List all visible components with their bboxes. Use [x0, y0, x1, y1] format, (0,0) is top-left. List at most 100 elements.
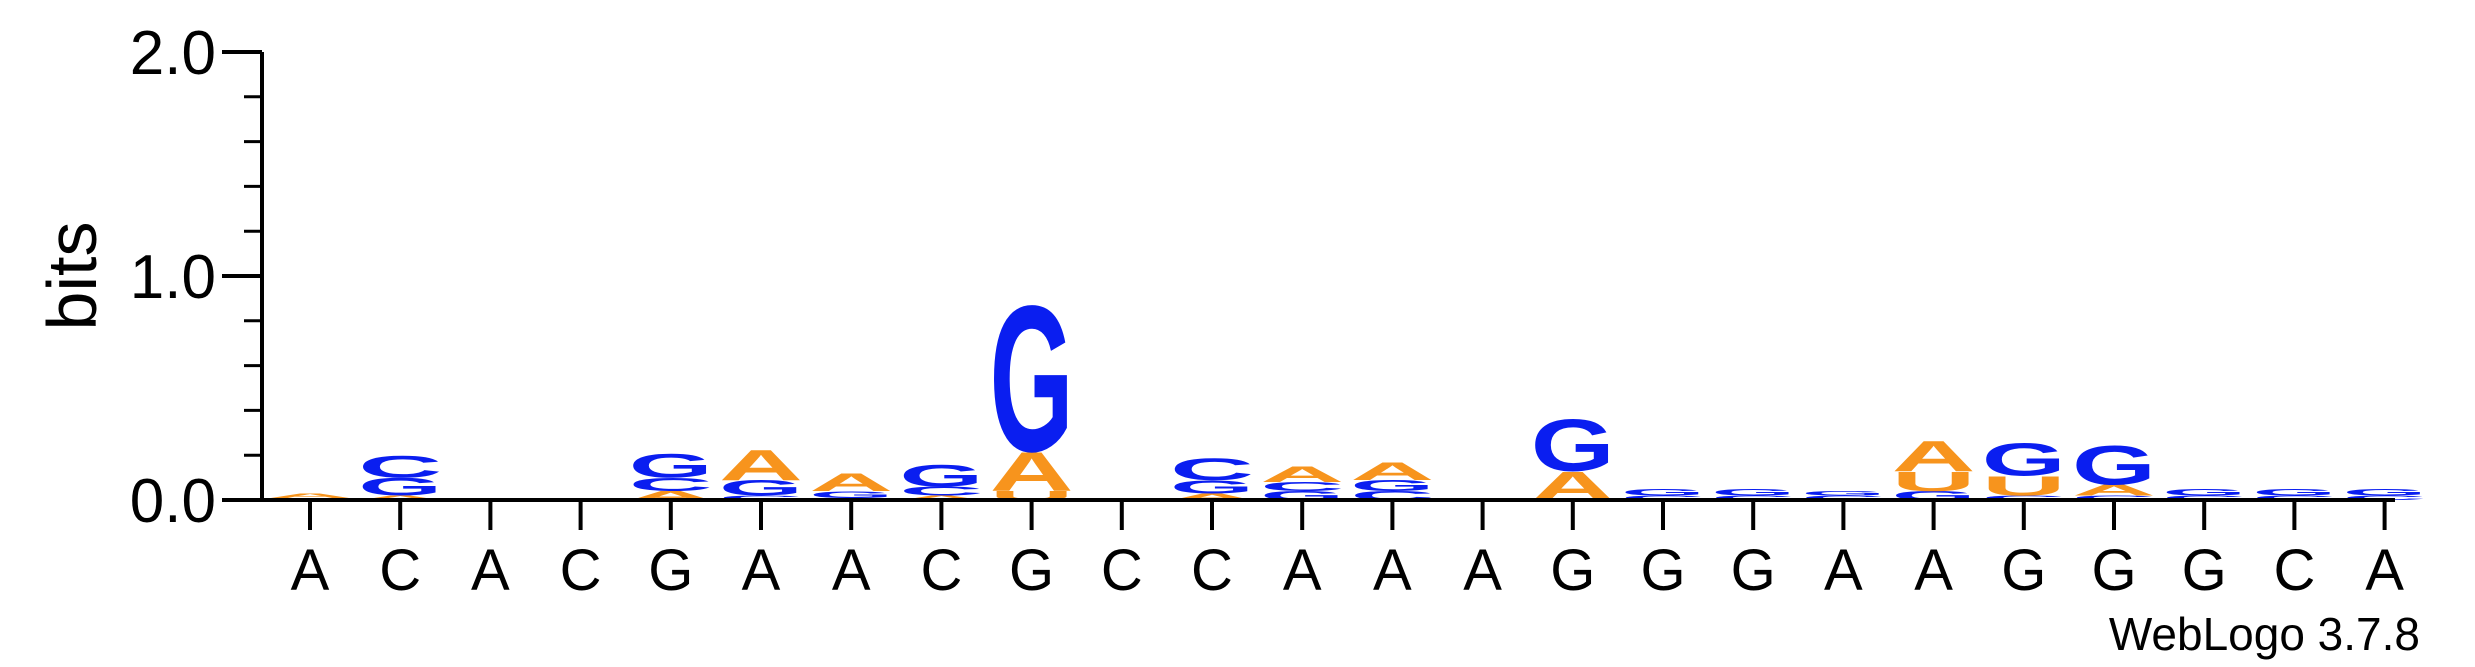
x-position-label: A: [1283, 538, 1322, 603]
logo-letter-G: G: [1621, 487, 1705, 497]
y-tick-label: 2.0: [130, 19, 216, 88]
logo-letter-glyph: C: [2343, 494, 2427, 501]
logo-letter-U: U: [1892, 466, 1976, 497]
logo-letter-G: G: [1982, 433, 2066, 485]
logo-letter-A: A: [1170, 492, 1254, 502]
logo-letter-glyph: A: [1260, 462, 1344, 486]
x-position-label: C: [379, 538, 421, 603]
x-position-label: C: [1101, 538, 1143, 603]
logo-letter-A: A: [1350, 457, 1434, 485]
logo-letter-C: C: [719, 494, 803, 501]
logo-letter-G: G: [2252, 487, 2336, 497]
logo-letter-C: C: [2162, 494, 2246, 501]
logo-letter-G: G: [990, 264, 1074, 496]
logo-letter-glyph: A: [358, 494, 442, 501]
logo-letter-C: C: [899, 484, 983, 498]
logo-letter-glyph: C: [899, 484, 983, 498]
x-position-label: C: [2273, 538, 2315, 603]
logo-letter-glyph: C: [629, 474, 713, 495]
logo-letter-glyph: C: [719, 494, 803, 501]
logo-letter-C: C: [629, 474, 713, 495]
y-tick-label: 0.0: [130, 467, 216, 536]
logo-letter-G: G: [719, 476, 803, 501]
logo-letter-glyph: G: [2162, 487, 2246, 497]
logo-letter-glyph: U: [1892, 466, 1976, 497]
letter-stacks: CAAGCAACGCGACGAACGUAGAGCGCACGAAGCGCGCGGU…: [268, 264, 2427, 509]
x-position-label: G: [1731, 538, 1776, 603]
logo-letter-glyph: A: [1350, 457, 1434, 485]
x-position-label: G: [1550, 538, 1595, 603]
logo-letter-glyph: G: [1801, 490, 1885, 497]
logo-letter-C: C: [1711, 494, 1795, 501]
logo-letter-glyph: C: [1711, 494, 1795, 501]
logo-letter-G: G: [2343, 487, 2427, 497]
logo-letter-glyph: G: [1170, 477, 1254, 498]
x-position-label: G: [2182, 538, 2227, 603]
logo-letter-glyph: C: [1801, 494, 1885, 501]
logo-letter-glyph: G: [358, 473, 442, 501]
logo-letter-glyph: A: [2072, 481, 2156, 498]
logo-letter-glyph: G: [1621, 487, 1705, 497]
logo-letter-glyph: G: [2072, 434, 2156, 497]
logo-letter-glyph: C: [1260, 480, 1344, 494]
x-position-label: C: [920, 538, 962, 603]
logo-letter-glyph: A: [990, 441, 1074, 504]
logo-letter-glyph: C: [2252, 494, 2336, 501]
x-position-label: A: [742, 538, 781, 603]
y-axis-title: bits: [33, 222, 111, 331]
logo-letter-G: G: [1531, 403, 1615, 487]
x-position-label: A: [291, 538, 330, 603]
logo-letter-A: A: [1892, 431, 1976, 480]
logo-letter-glyph: G: [1982, 433, 2066, 485]
logo-letter-G: G: [1801, 490, 1885, 497]
logo-letter-A: A: [358, 494, 442, 501]
logo-letter-A: A: [719, 440, 803, 489]
logo-letter-glyph: C: [1170, 452, 1254, 487]
logo-letter-G: G: [1170, 477, 1254, 498]
logo-letter-A: A: [268, 492, 352, 499]
x-position-label: C: [560, 538, 602, 603]
logo-letter-glyph: A: [268, 492, 352, 499]
logo-letter-G: G: [2072, 434, 2156, 497]
logo-letter-glyph: U: [1982, 470, 2066, 501]
logo-letter-A: A: [899, 494, 983, 501]
logo-letter-C: C: [2343, 494, 2427, 501]
logo-letter-glyph: A: [899, 494, 983, 501]
x-position-label: A: [1373, 538, 1412, 603]
logo-letter-C: C: [1621, 494, 1705, 501]
logo-letter-C: C: [1982, 494, 2066, 501]
logo-letter-glyph: G: [1350, 477, 1434, 494]
logo-letter-glyph: G: [719, 476, 803, 501]
logo-letter-glyph: G: [899, 458, 983, 493]
logo-letter-G: G: [1350, 477, 1434, 494]
x-position-label: A: [1914, 538, 1953, 603]
logo-letter-glyph: G: [809, 489, 893, 499]
y-tick-label: 1.0: [130, 243, 216, 312]
logo-letter-glyph: C: [1621, 494, 1705, 501]
logo-letter-C: C: [1170, 452, 1254, 487]
logo-letter-glyph: G: [2252, 487, 2336, 497]
logo-letter-G: G: [1711, 487, 1795, 497]
logo-letter-A: A: [2072, 481, 2156, 498]
logo-letter-glyph: G: [990, 264, 1074, 496]
x-position-label: G: [2091, 538, 2136, 603]
logo-letter-glyph: G: [629, 446, 713, 484]
logo-letter-A: A: [809, 469, 893, 497]
logo-letter-glyph: C: [358, 450, 442, 485]
x-position-label: A: [471, 538, 510, 603]
logo-letter-C: C: [2252, 494, 2336, 501]
logo-letter-G: G: [899, 458, 983, 493]
logo-letter-glyph: C: [2072, 494, 2156, 501]
x-position-label: A: [2365, 538, 2404, 603]
logo-letter-C: C: [2072, 494, 2156, 501]
logo-letter-glyph: G: [1531, 403, 1615, 487]
x-position-label: G: [1009, 538, 1054, 603]
logo-letter-C: C: [1260, 480, 1344, 494]
logo-letter-G: G: [2162, 487, 2246, 497]
x-position-label: G: [1640, 538, 1685, 603]
logo-letter-glyph: A: [719, 440, 803, 489]
x-position-label: A: [832, 538, 871, 603]
logo-letter-G: G: [629, 446, 713, 484]
logo-letter-glyph: A: [1170, 492, 1254, 502]
